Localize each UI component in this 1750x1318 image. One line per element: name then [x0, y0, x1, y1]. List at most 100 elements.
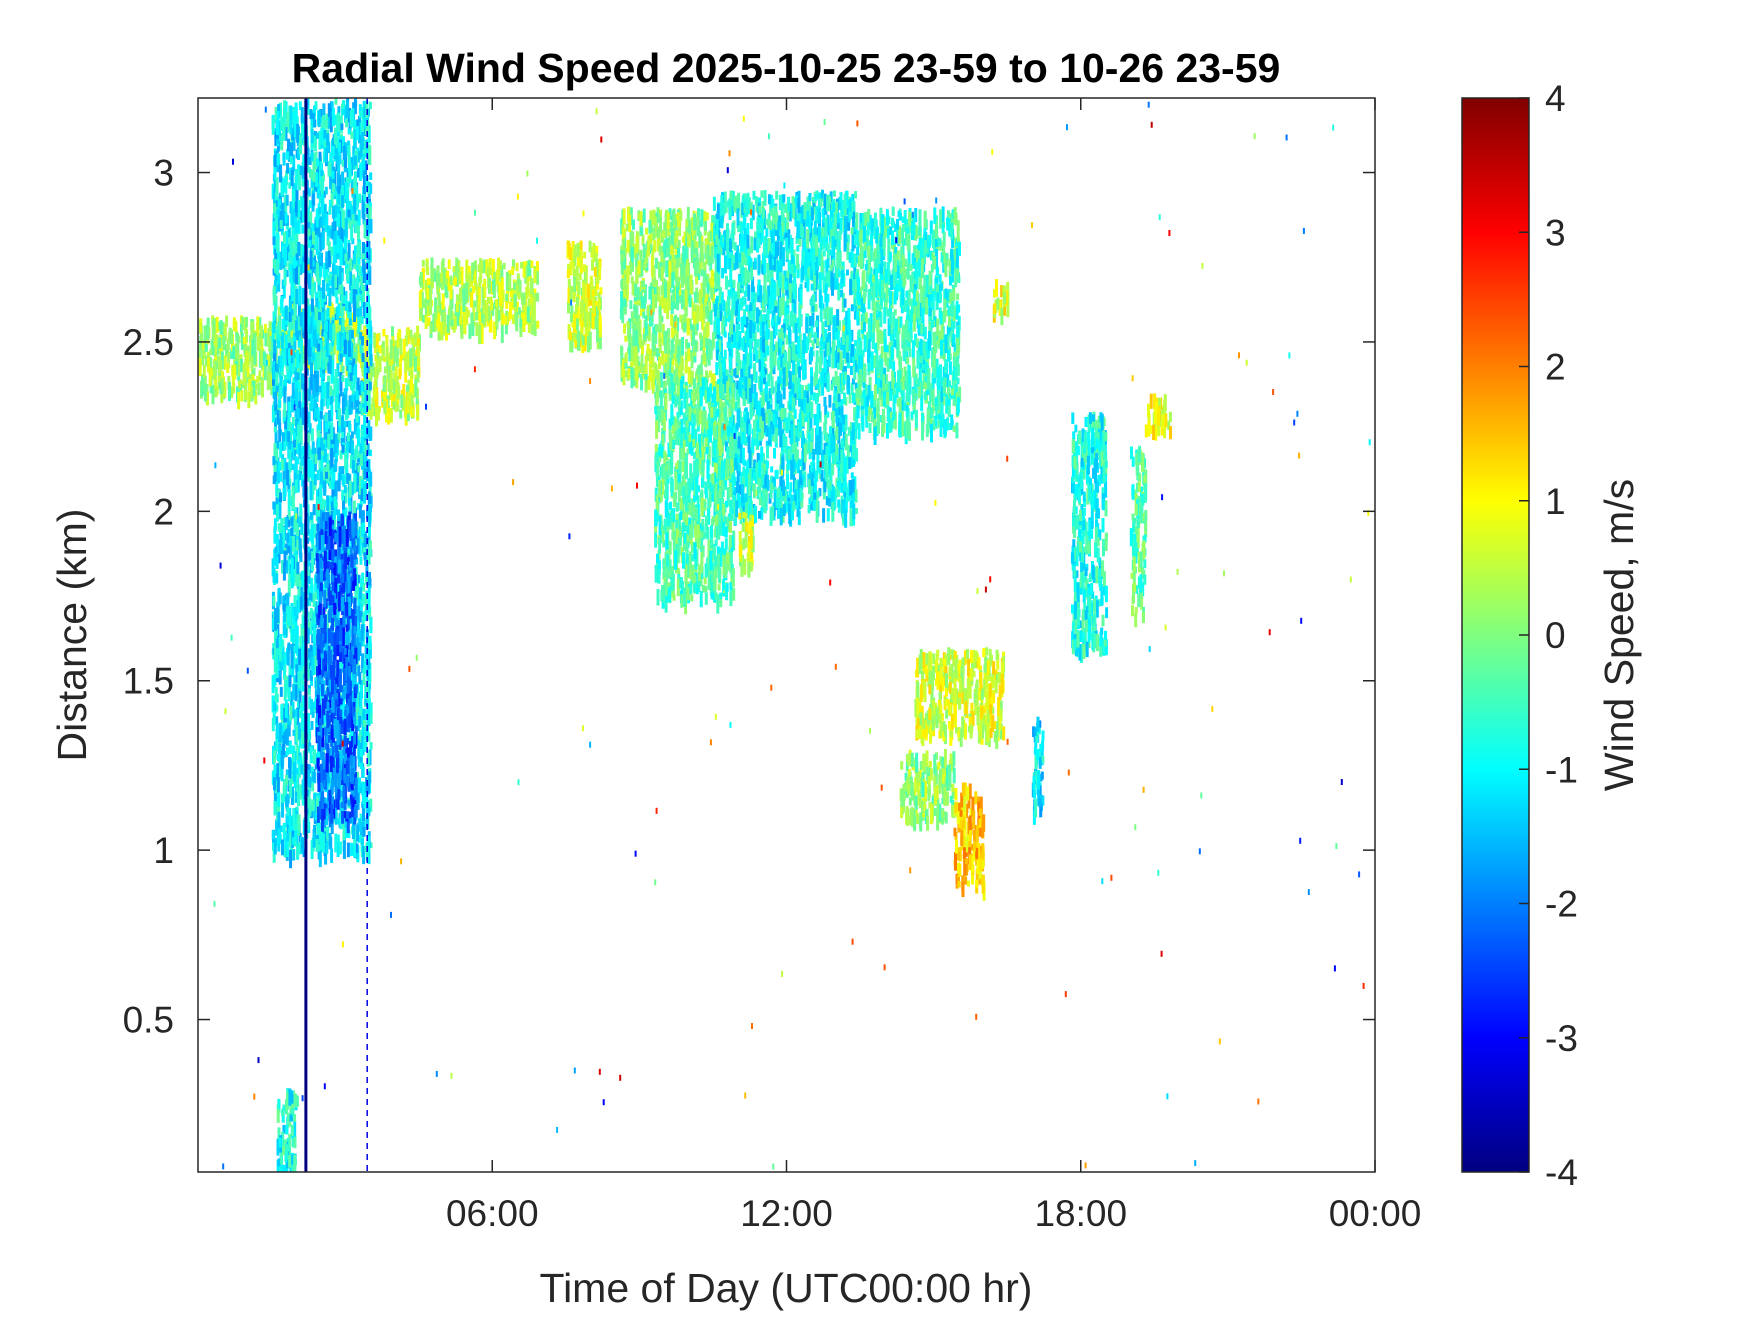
- heatmap-cell: [806, 278, 810, 292]
- heatmap-cell: [795, 344, 799, 355]
- heatmap-cell: [918, 231, 922, 241]
- heatmap-cell: [429, 323, 433, 335]
- heatmap-cell: [941, 206, 945, 223]
- heatmap-cell: [876, 334, 880, 351]
- heatmap-cell: [908, 421, 911, 441]
- heatmap-cell: [399, 338, 403, 355]
- heatmap-cell: [758, 205, 762, 216]
- heatmap-cell: [876, 319, 880, 333]
- heatmap-cell: [849, 508, 853, 527]
- heatmap-cell: [572, 292, 576, 303]
- heatmap-cell: [766, 445, 769, 459]
- heatmap-cell: [851, 479, 855, 499]
- heatmap-cell: [669, 221, 673, 233]
- heatmap-cell: [517, 307, 521, 315]
- heatmap-cell: [702, 283, 706, 299]
- heatmap-cell: [828, 196, 832, 204]
- heatmap-cell: [913, 374, 917, 394]
- heatmap-cell: [741, 337, 745, 351]
- heatmap-cell: [663, 239, 667, 259]
- heatmap-cell: [767, 401, 770, 409]
- heatmap-cell: [369, 367, 373, 381]
- heatmap-cell: [874, 342, 878, 353]
- heatmap-cell: [913, 283, 917, 295]
- heatmap-cell: [658, 315, 662, 333]
- heatmap-cell: [685, 339, 688, 350]
- heatmap-cell: [652, 333, 656, 352]
- heatmap-cell: [661, 351, 665, 366]
- heatmap-cell: [873, 400, 876, 419]
- heatmap-cell: [445, 324, 448, 341]
- heatmap-cell: [381, 347, 385, 361]
- heatmap-cell: [753, 459, 757, 469]
- heatmap-cell: [738, 359, 742, 371]
- heatmap-cell: [774, 470, 778, 478]
- heatmap-cell: [737, 304, 740, 322]
- heatmap-cell: [914, 262, 918, 281]
- heatmap-cell: [873, 248, 877, 256]
- heatmap-cell: [780, 356, 784, 372]
- heatmap-cell: [441, 258, 445, 269]
- heatmap-cell: [782, 481, 786, 496]
- heatmap-cell: [405, 351, 409, 370]
- heatmap-cell: [656, 227, 660, 239]
- heatmap-cell: [769, 394, 772, 405]
- heatmap-cell: [790, 239, 794, 258]
- heatmap-cell: [848, 252, 852, 263]
- heatmap-cell: [941, 392, 945, 406]
- heatmap-cell: [707, 354, 711, 366]
- heatmap-cell: [789, 454, 793, 464]
- heatmap-cell: [851, 233, 855, 252]
- heatmap-cell: [903, 338, 907, 355]
- heatmap-cell: [466, 310, 470, 318]
- heatmap-cell: [250, 356, 254, 368]
- heatmap-cell: [722, 202, 726, 215]
- heatmap-cell: [812, 200, 816, 207]
- heatmap-cell: [837, 462, 841, 479]
- heatmap-cell: [729, 427, 733, 445]
- heatmap-cell: [739, 298, 743, 311]
- heatmap-cell: [684, 366, 688, 374]
- heatmap-cell: [806, 403, 810, 413]
- heatmap-cell: [791, 297, 795, 312]
- heatmap-cell: [536, 271, 539, 285]
- heatmap-cell: [952, 425, 956, 432]
- heatmap-cell: [683, 231, 687, 249]
- heatmap-cell: [823, 442, 827, 458]
- heatmap-cell: [856, 405, 860, 419]
- heatmap-cell: [827, 353, 831, 368]
- heatmap-cell: [421, 259, 425, 267]
- heatmap-cell: [211, 324, 215, 341]
- heatmap-cell: [218, 337, 222, 349]
- heatmap-cell: [242, 363, 246, 383]
- heatmap-cell: [775, 341, 779, 352]
- heatmap-cell: [862, 321, 866, 332]
- heatmap-cell: [769, 220, 772, 230]
- heatmap-cell: [850, 472, 854, 479]
- heatmap-cell: [686, 268, 690, 288]
- heatmap-cell: [894, 270, 898, 288]
- heatmap-cell: [526, 277, 530, 297]
- heatmap-cell: [405, 328, 409, 337]
- heatmap-cell: [818, 356, 822, 373]
- heatmap-cell: [832, 446, 836, 464]
- heatmap-cell: [750, 374, 754, 394]
- heatmap-cell: [780, 443, 784, 457]
- heatmap-cell: [782, 194, 786, 203]
- heatmap-cell: [785, 368, 789, 386]
- heatmap-cell: [267, 365, 271, 376]
- heatmap-cell: [741, 502, 745, 511]
- heatmap-cell: [593, 266, 597, 277]
- heatmap-cell: [302, 347, 306, 364]
- heatmap-cell: [731, 222, 735, 241]
- heatmap-cell: [704, 353, 708, 368]
- heatmap-cell: [434, 297, 438, 317]
- heatmap-cell: [798, 398, 801, 407]
- heatmap-cell: [776, 272, 780, 281]
- heatmap-cell: [637, 260, 641, 275]
- heatmap-cell: [569, 331, 572, 341]
- heatmap-cell: [889, 390, 893, 401]
- heatmap-cell: [519, 317, 523, 337]
- heatmap-cell: [898, 274, 902, 291]
- heatmap-cell: [764, 394, 768, 402]
